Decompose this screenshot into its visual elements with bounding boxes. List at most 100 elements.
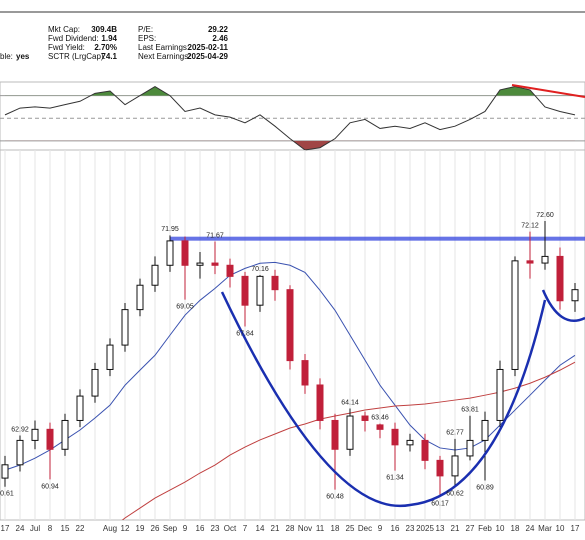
candle-body — [436, 459, 444, 477]
header-label: Mkt Cap: — [48, 25, 80, 34]
x-tick-label: Aug — [103, 524, 117, 533]
x-tick-label: Dec — [358, 524, 372, 533]
x-tick-label: 21 — [451, 524, 460, 533]
candle-body — [391, 428, 399, 446]
candle-body — [256, 275, 264, 306]
candle-body — [496, 368, 504, 421]
header-label: Last Earnings: — [138, 43, 189, 52]
price-panel — [0, 149, 585, 521]
high-label: 71.67 — [206, 232, 224, 239]
candle-body — [136, 284, 144, 311]
header-label: P/E: — [138, 25, 153, 34]
header-value: 309.4B — [91, 25, 117, 34]
candle-body — [316, 384, 324, 421]
candle-body — [31, 428, 39, 441]
low-label: 60.17 — [431, 500, 449, 507]
low-label: 60.61 — [0, 491, 14, 498]
x-tick-label: 17 — [1, 524, 10, 533]
candle-body — [166, 240, 174, 266]
candle-body — [226, 264, 234, 277]
x-tick-label: 24 — [16, 524, 25, 533]
candle-body — [286, 289, 294, 362]
indicator-panel — [0, 81, 585, 151]
x-tick-label: 10 — [496, 524, 505, 533]
candle-body — [421, 439, 429, 461]
cup-curve — [220, 291, 547, 508]
low-label: 60.48 — [326, 493, 344, 500]
x-tick-label: 17 — [571, 524, 580, 533]
candle-body — [151, 264, 159, 286]
low-label: 60.62 — [446, 490, 464, 497]
x-tick-label: 28 — [286, 524, 295, 533]
x-tick-label: 16 — [391, 524, 400, 533]
candle-body — [241, 275, 249, 306]
header-value: 2.70% — [94, 43, 117, 52]
high-label: 63.46 — [371, 414, 389, 421]
x-tick-label: Sep — [163, 524, 178, 533]
high-label: 62.92 — [11, 426, 29, 433]
x-tick-label: 25 — [346, 524, 355, 533]
candle-body — [481, 419, 489, 441]
x-tick-label: 27 — [466, 524, 475, 533]
candle-body — [46, 428, 54, 450]
x-tick-label: Feb — [478, 524, 492, 533]
header-label: SCTR (LrgCap): — [48, 52, 106, 61]
trend-line — [511, 84, 585, 98]
x-tick-label: 10 — [556, 524, 565, 533]
candle-body — [61, 419, 69, 450]
header-value: yes — [16, 52, 30, 61]
candle-body — [91, 368, 99, 397]
x-tick-label: 23 — [406, 524, 415, 533]
x-tick-label: 7 — [243, 524, 248, 533]
indicator-line — [4, 85, 576, 151]
x-tick-label: 23 — [211, 524, 220, 533]
candle-body — [571, 289, 579, 302]
header-value: 1.94 — [101, 34, 117, 43]
header-value: 2025-04-29 — [187, 52, 228, 61]
x-tick-label: 26 — [151, 524, 160, 533]
candle-body — [451, 455, 459, 477]
low-label: 69.05 — [176, 303, 194, 310]
low-label: 60.94 — [41, 483, 59, 490]
x-tick-label: 16 — [196, 524, 205, 533]
indicator — [0, 85, 585, 151]
x-tick-label: 24 — [526, 524, 535, 533]
x-axis: 17 24 Jul 8 15 22 Aug 12 19 26 Sep 9 16 23 Oct 7 14 21 28 N… — [1, 524, 580, 533]
candle-body — [1, 464, 9, 479]
x-tick-label: Jul — [30, 524, 40, 533]
candle-body — [211, 262, 219, 266]
x-tick-label: 19 — [136, 524, 145, 533]
x-tick-label: 14 — [256, 524, 265, 533]
x-tick-label: Nov — [298, 524, 312, 533]
candle-body — [526, 260, 534, 264]
candle-body — [181, 240, 189, 266]
header-value: 2025-02-11 — [188, 43, 229, 52]
candle-body — [541, 255, 549, 264]
x-tick-label: 18 — [331, 524, 340, 533]
x-tick-label: 15 — [61, 524, 70, 533]
candle-body — [511, 260, 519, 370]
x-tick-label: 2025 — [416, 524, 434, 533]
header-label: Fwd Dividend: — [48, 34, 99, 43]
high-label: 72.12 — [521, 222, 539, 229]
candle-body — [376, 424, 384, 430]
candle-body — [106, 344, 114, 370]
candle-body — [556, 255, 564, 302]
candle-body — [346, 415, 354, 450]
high-label: 63.81 — [461, 407, 479, 414]
high-label: 71.95 — [161, 226, 179, 233]
x-tick-label: 9 — [378, 524, 383, 533]
high-label: 70.16 — [251, 266, 269, 273]
x-tick-label: 8 — [48, 524, 53, 533]
candle-body — [121, 309, 129, 346]
x-tick-label: 18 — [511, 524, 520, 533]
high-label: 62.77 — [446, 430, 464, 437]
candle-body — [271, 275, 279, 291]
moving-average — [4, 261, 576, 471]
candle-body — [331, 419, 339, 450]
candle-body — [196, 262, 204, 266]
x-tick-label: 13 — [436, 524, 445, 533]
price-plot — [1, 150, 585, 520]
candle-body — [406, 439, 414, 446]
x-tick-label: 11 — [316, 524, 325, 533]
